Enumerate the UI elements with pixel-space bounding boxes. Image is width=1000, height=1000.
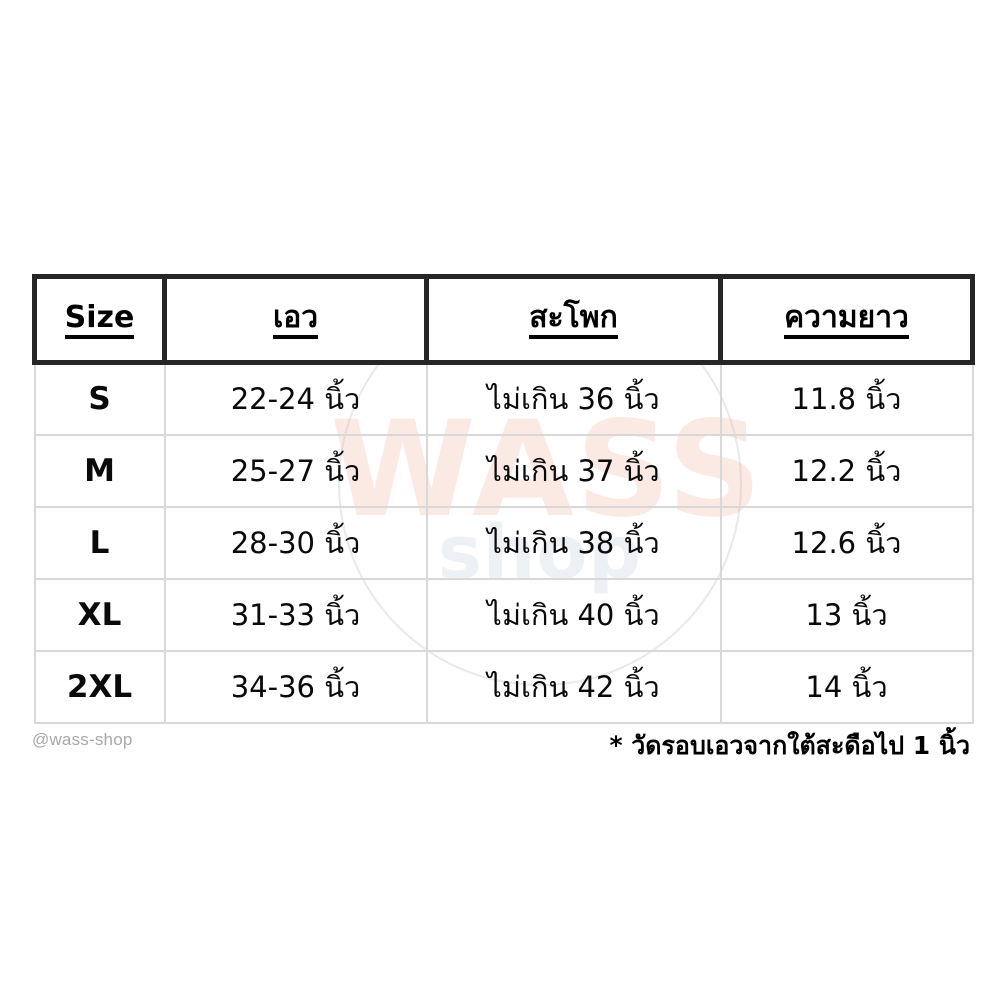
table-body: S 22-24 นิ้ว ไม่เกิน 36 นิ้ว 11.8 นิ้ว M… [33,361,974,724]
column-header-size: Size [32,274,167,365]
cell-length: 11.8 นิ้ว [719,361,974,436]
column-header-waist: เอว [162,274,429,365]
footer: @wass-shop * วัดรอบเอวจากใต้สะดือไป 1 นิ… [32,726,970,762]
cell-waist: 31-33 นิ้ว [163,577,428,652]
cell-length: 12.6 นิ้ว [719,505,974,580]
table-row: XL 31-33 นิ้ว ไม่เกิน 40 นิ้ว 13 นิ้ว [33,577,974,652]
cell-hip: ไม่เกิน 40 นิ้ว [425,577,722,652]
cell-waist: 28-30 นิ้ว [163,505,428,580]
table-row: L 28-30 นิ้ว ไม่เกิน 38 นิ้ว 12.6 นิ้ว [33,505,974,580]
shop-handle-text: @wass-shop [32,730,133,749]
column-header-size-label: Size [64,301,135,340]
table-row: S 22-24 นิ้ว ไม่เกิน 36 นิ้ว 11.8 นิ้ว [33,361,974,436]
cell-waist: 25-27 นิ้ว [163,433,428,508]
cell-hip: ไม่เกิน 37 นิ้ว [425,433,722,508]
cell-size: L [33,505,166,580]
column-header-hip: สะโพก [424,274,723,365]
column-header-length: ความยาว [718,274,975,365]
column-header-length-label: ความยาว [784,301,909,340]
size-chart-table: Size เอว สะโพก ความยาว S 22-24 นิ้ว ไม่เ… [32,274,975,724]
cell-hip: ไม่เกิน 36 นิ้ว [425,361,722,436]
cell-length: 14 นิ้ว [719,649,974,724]
cell-size: 2XL [33,649,166,724]
cell-length: 13 นิ้ว [719,577,974,652]
measurement-note-text: * วัดรอบเอวจากใต้สะดือไป 1 นิ้ว [609,731,970,760]
table-row: 2XL 34-36 นิ้ว ไม่เกิน 42 นิ้ว 14 นิ้ว [33,649,974,724]
cell-waist: 22-24 นิ้ว [163,361,428,436]
cell-size: M [33,433,166,508]
cell-hip: ไม่เกิน 42 นิ้ว [425,649,722,724]
cell-hip: ไม่เกิน 38 นิ้ว [425,505,722,580]
cell-waist: 34-36 นิ้ว [163,649,428,724]
table-header: Size เอว สะโพก ความยาว [32,274,975,365]
table-row: M 25-27 นิ้ว ไม่เกิน 37 นิ้ว 12.2 นิ้ว [33,433,974,508]
column-header-hip-label: สะโพก [529,301,618,340]
column-header-waist-label: เอว [272,301,319,340]
cell-size: S [33,361,166,436]
cell-size: XL [33,577,166,652]
cell-length: 12.2 นิ้ว [719,433,974,508]
header-row: Size เอว สะโพก ความยาว [32,274,975,365]
